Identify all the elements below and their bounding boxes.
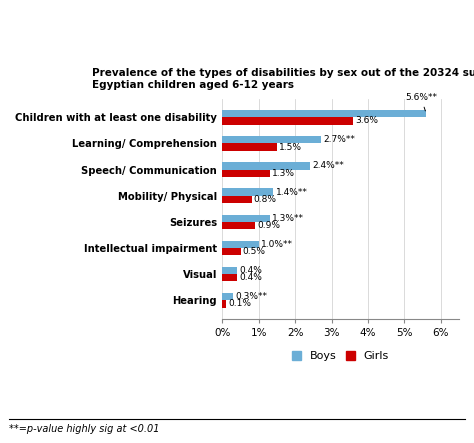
Text: 1.5%: 1.5% <box>279 143 302 152</box>
Bar <box>222 248 241 255</box>
Text: 0.4%: 0.4% <box>239 273 262 282</box>
Text: 2.4%**: 2.4%** <box>312 161 344 171</box>
Text: 0.4%: 0.4% <box>239 266 262 275</box>
Bar <box>222 214 270 222</box>
Bar <box>222 162 310 170</box>
Text: 1.3%: 1.3% <box>272 169 295 178</box>
Bar <box>222 136 321 144</box>
Text: 0.9%: 0.9% <box>257 221 280 230</box>
Legend: Boys, Girls: Boys, Girls <box>292 351 389 361</box>
Text: 2.7%**: 2.7%** <box>323 135 355 144</box>
Text: 1.4%**: 1.4%** <box>275 187 308 197</box>
Text: 0.8%: 0.8% <box>254 195 277 204</box>
Text: Prevalence of the types of disabilities by sex out of the 20324 surveyed
Egyptia: Prevalence of the types of disabilities … <box>92 68 474 90</box>
Text: **=p-value highly sig at <0.01: **=p-value highly sig at <0.01 <box>9 424 160 434</box>
Bar <box>222 274 237 281</box>
Bar <box>222 241 259 248</box>
Bar <box>222 144 277 151</box>
Text: 0.3%**: 0.3%** <box>236 292 267 301</box>
Bar <box>222 110 426 117</box>
Bar <box>222 222 255 229</box>
Text: 3.6%: 3.6% <box>356 117 379 125</box>
Text: 0.5%: 0.5% <box>243 247 266 256</box>
Bar <box>222 267 237 274</box>
Bar <box>222 300 226 307</box>
Text: 5.6%**: 5.6%** <box>405 93 437 111</box>
Bar <box>222 117 354 124</box>
Bar <box>222 188 273 196</box>
Bar <box>222 170 270 177</box>
Bar <box>222 293 233 300</box>
Text: 1.0%**: 1.0%** <box>261 240 293 249</box>
Text: 0.1%: 0.1% <box>228 299 251 308</box>
Text: 1.3%**: 1.3%** <box>272 214 304 223</box>
Bar <box>222 196 252 203</box>
